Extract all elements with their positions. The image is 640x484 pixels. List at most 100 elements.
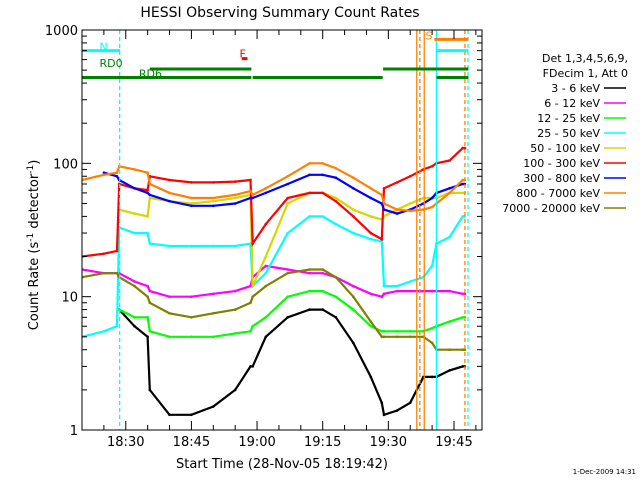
data-point bbox=[334, 316, 338, 319]
data-point bbox=[352, 308, 355, 311]
data-point bbox=[380, 330, 384, 333]
data-point bbox=[249, 330, 252, 333]
data-point bbox=[448, 191, 451, 195]
series-line-3 bbox=[82, 215, 465, 338]
data-point bbox=[190, 204, 193, 208]
data-point bbox=[264, 284, 268, 288]
data-point bbox=[148, 193, 152, 197]
data-point bbox=[334, 222, 338, 226]
data-point bbox=[264, 316, 268, 319]
x-tick-label: 19:45 bbox=[435, 435, 472, 450]
y-tick-label: 10 bbox=[61, 291, 78, 306]
instrument-state-overlay: N RD0 RD6 F S bbox=[82, 30, 469, 430]
x-axis-label: Start Time (28-Nov-05 18:19:42) bbox=[176, 457, 388, 472]
data-point bbox=[308, 308, 311, 311]
data-point bbox=[430, 375, 434, 379]
data-point bbox=[461, 316, 465, 319]
data-point bbox=[463, 292, 467, 296]
data-point bbox=[102, 252, 106, 255]
data-point bbox=[321, 191, 325, 195]
x-tick-label: 19:00 bbox=[238, 435, 275, 450]
data-point bbox=[251, 242, 254, 245]
data-point bbox=[461, 182, 465, 186]
data-point bbox=[212, 244, 215, 248]
x-tick-label: 18:45 bbox=[173, 435, 210, 450]
data-point bbox=[133, 212, 136, 215]
data-point bbox=[461, 365, 465, 368]
data-point bbox=[251, 193, 254, 197]
data-point bbox=[233, 193, 237, 197]
data-point bbox=[168, 244, 171, 248]
data-point bbox=[380, 202, 384, 205]
data-point bbox=[380, 401, 384, 405]
data-point bbox=[395, 181, 399, 184]
data-point bbox=[251, 365, 254, 368]
data-point bbox=[408, 335, 412, 339]
data-point bbox=[286, 196, 290, 200]
data-point bbox=[395, 330, 399, 333]
data-point bbox=[133, 280, 136, 283]
annotation-rd0: RD0 bbox=[100, 57, 123, 70]
series-0 bbox=[117, 308, 467, 417]
data-point bbox=[146, 295, 149, 299]
legend-entry-label: 50 - 100 keV bbox=[530, 142, 600, 155]
data-point bbox=[249, 284, 252, 288]
data-point bbox=[148, 330, 152, 333]
y-axis-label-exp2: -1 bbox=[26, 165, 36, 174]
data-point bbox=[382, 208, 386, 211]
data-point bbox=[430, 326, 434, 330]
data-point bbox=[264, 222, 268, 226]
data-point bbox=[461, 178, 465, 182]
data-point bbox=[461, 348, 465, 352]
data-point bbox=[369, 292, 373, 296]
data-point bbox=[148, 388, 152, 392]
data-point bbox=[380, 295, 384, 299]
series-line-0 bbox=[118, 308, 465, 417]
data-point bbox=[286, 271, 290, 275]
data-point bbox=[133, 168, 136, 171]
data-point bbox=[212, 405, 215, 408]
data-point bbox=[382, 335, 386, 339]
data-point bbox=[380, 335, 384, 339]
data-point bbox=[430, 196, 434, 200]
data-point bbox=[190, 181, 193, 184]
data-point bbox=[286, 316, 290, 319]
data-point bbox=[148, 182, 152, 186]
data-point bbox=[148, 196, 152, 200]
data-point bbox=[168, 191, 171, 195]
data-point bbox=[430, 289, 434, 293]
legend-header-line: FDecim 1, Att 0 bbox=[543, 67, 628, 80]
data-point bbox=[146, 231, 149, 235]
data-point bbox=[148, 301, 152, 305]
y-axis-label-close: ) bbox=[27, 160, 42, 165]
y-axis-label-mid: detector bbox=[27, 173, 42, 233]
data-point bbox=[352, 208, 355, 211]
data-point bbox=[352, 215, 355, 218]
data-point bbox=[190, 413, 193, 417]
data-point bbox=[146, 215, 149, 218]
legend-entry-label: 12 - 25 keV bbox=[537, 112, 600, 125]
data-point bbox=[382, 187, 386, 190]
data-point bbox=[382, 413, 386, 417]
data-point bbox=[190, 316, 193, 319]
series-3 bbox=[82, 215, 467, 339]
data-point bbox=[369, 375, 373, 379]
data-point bbox=[168, 178, 171, 182]
data-point bbox=[308, 215, 311, 218]
data-point bbox=[395, 289, 399, 293]
data-point bbox=[461, 191, 465, 195]
data-point bbox=[380, 193, 384, 197]
data-point bbox=[463, 348, 467, 352]
data-point bbox=[321, 271, 325, 275]
data-point bbox=[308, 268, 311, 271]
data-point bbox=[380, 237, 384, 241]
data-point bbox=[249, 189, 252, 193]
data-point bbox=[308, 162, 311, 165]
data-point bbox=[148, 242, 152, 245]
data-point bbox=[212, 335, 215, 339]
data-point bbox=[382, 202, 386, 205]
data-point bbox=[102, 271, 106, 275]
data-point bbox=[115, 171, 119, 174]
